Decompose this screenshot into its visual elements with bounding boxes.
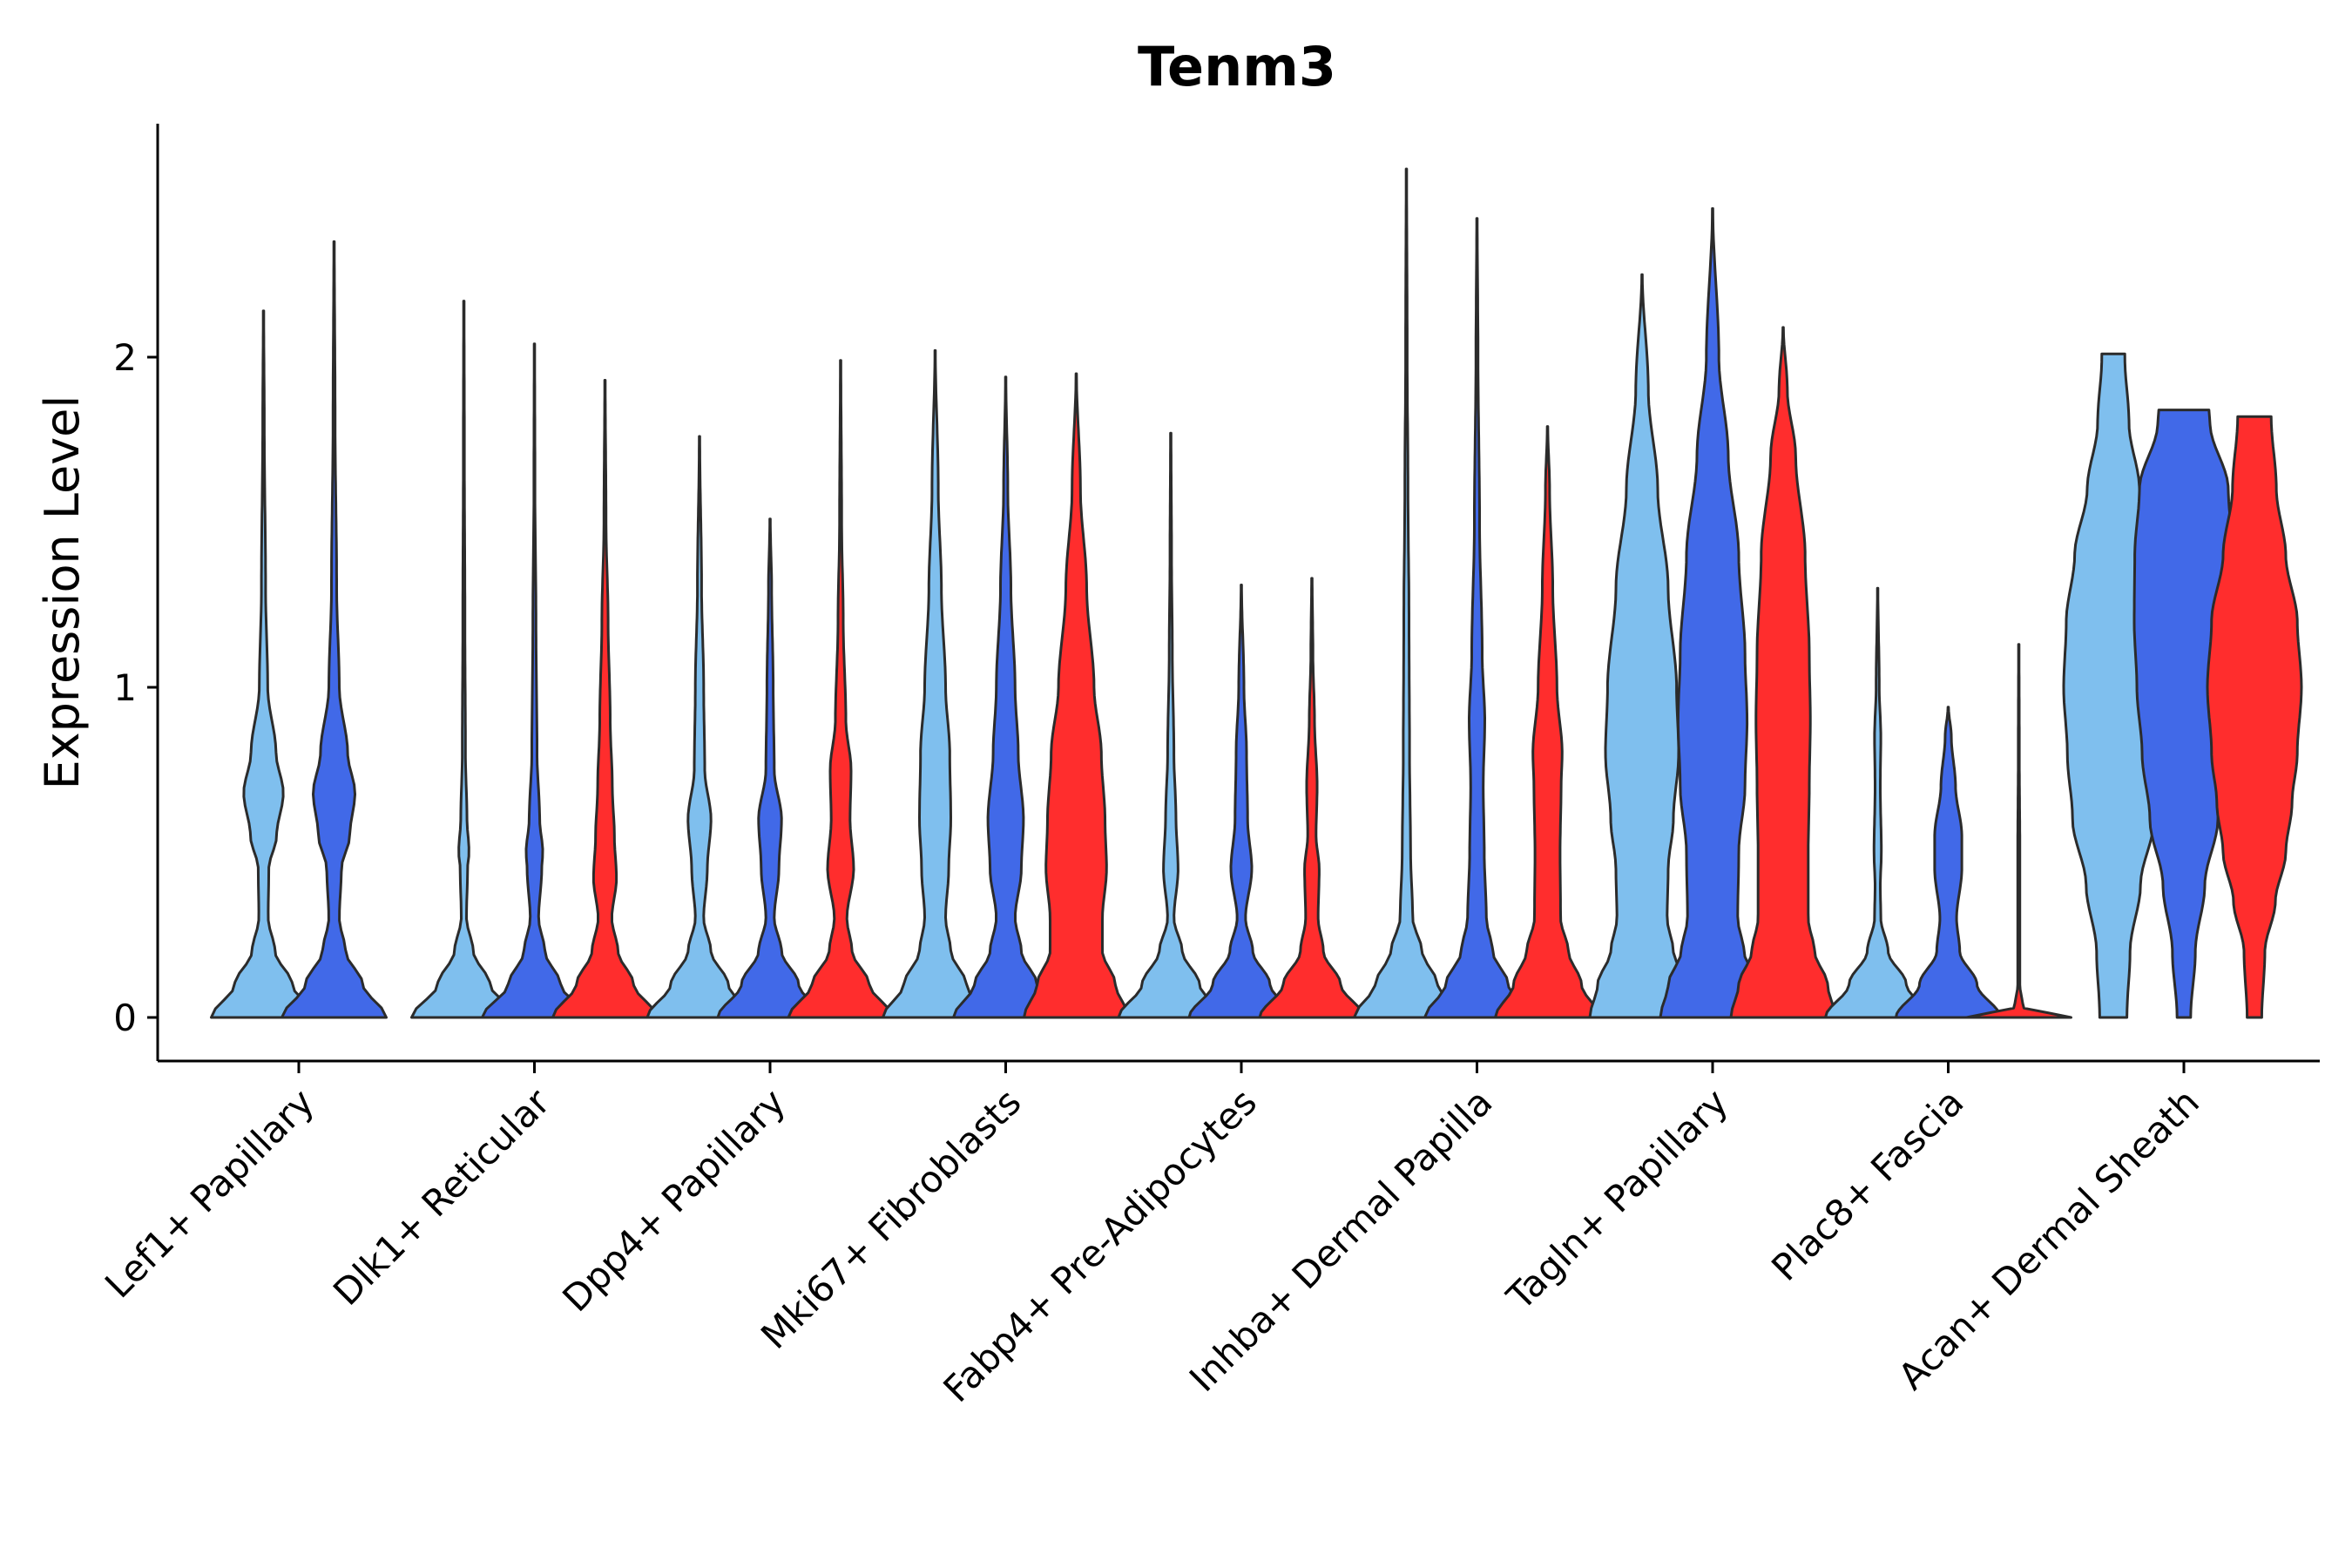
violin-plac8-fascia-2	[1895, 706, 2002, 1019]
violin-mki67-fibroblasts-3	[1023, 372, 1130, 1019]
violin-dlk1-reticular-2	[481, 342, 588, 1019]
violin-lef1-papillary-1	[210, 309, 317, 1019]
y-tick-label: 1	[113, 666, 137, 709]
violin-dlk1-reticular-1	[410, 300, 517, 1019]
violin-inhba-dermal-papilla-3	[1494, 425, 1601, 1019]
y-tick-label: 2	[113, 336, 137, 379]
violin-dpp4-papillary-3	[787, 359, 895, 1019]
violin-inhba-dermal-papilla-2	[1423, 217, 1531, 1019]
violin-fabp4-pre-adipocytes-3	[1258, 577, 1366, 1019]
x-tick-label: Plac8+ Fascia	[1763, 1080, 1971, 1288]
violin-dpp4-papillary-1	[645, 435, 754, 1019]
x-tick-label: Tagln+ Papillary	[1498, 1080, 1736, 1318]
violin-fabp4-pre-adipocytes-2	[1187, 584, 1295, 1019]
violin-tagln-papillary-1	[1588, 273, 1696, 1019]
violin-tagln-papillary-2	[1659, 206, 1767, 1019]
violins-group	[210, 167, 2303, 1019]
x-tick-label: Mki67+ Fibroblasts	[753, 1080, 1029, 1356]
violin-plac8-fascia-1	[1824, 586, 1931, 1019]
violin-mki67-fibroblasts-2	[952, 375, 1059, 1019]
violin-inhba-dermal-papilla-1	[1353, 167, 1460, 1019]
x-tick-label: Lef1+ Papillary	[97, 1080, 322, 1306]
violin-acan-dermal-sheath-3	[2206, 415, 2303, 1019]
y-ticks: 0 1 2	[113, 336, 158, 1039]
violin-dpp4-papillary-2	[716, 517, 824, 1019]
violin-fabp4-pre-adipocytes-1	[1117, 431, 1225, 1019]
violin-dlk1-reticular-3	[551, 379, 659, 1019]
violin-mki67-fibroblasts-1	[882, 348, 989, 1019]
y-tick-label: 0	[113, 997, 137, 1039]
y-axis-label: Expression Level	[35, 395, 90, 790]
violin-tagln-papillary-3	[1729, 326, 1837, 1019]
violin-lef1-papillary-2	[280, 240, 388, 1019]
x-tick-label: Dpp4+ Papillary	[554, 1080, 794, 1320]
chart-title: Tenm3	[1138, 35, 1336, 98]
x-tick-label: Dlk1+ Reticular	[325, 1080, 558, 1314]
violin-plac8-fascia-3	[1965, 643, 2072, 1019]
